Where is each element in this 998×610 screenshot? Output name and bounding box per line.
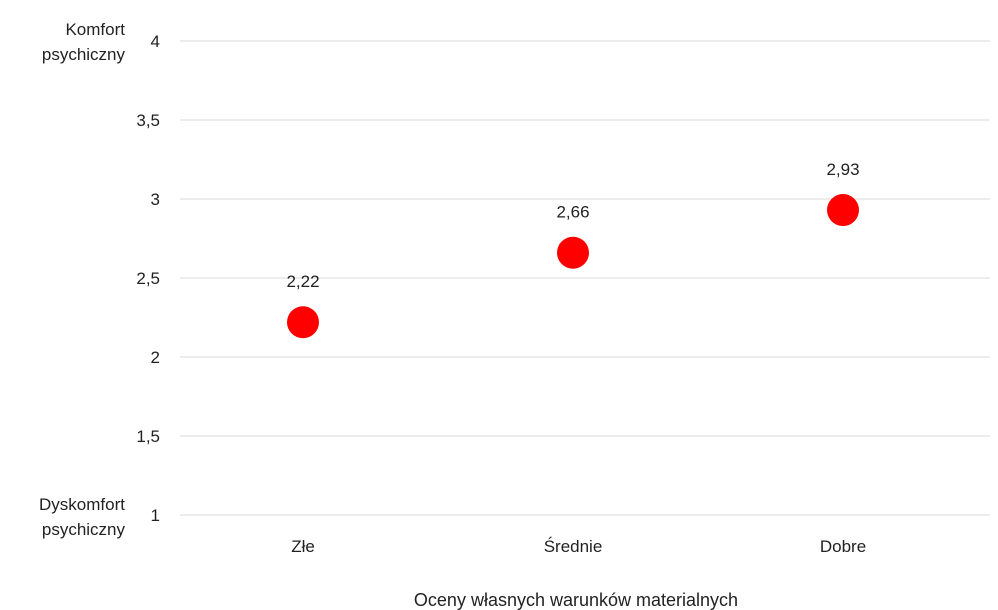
data-point <box>557 236 589 269</box>
data-label: 2,93 <box>826 160 859 179</box>
data-point <box>287 306 319 339</box>
data-label: 2,22 <box>286 272 319 291</box>
y-tick-label: 3,5 <box>136 111 160 130</box>
y-top-label-line-2: psychiczny <box>42 45 126 64</box>
y-bottom-label-line-1: Dyskomfort <box>39 495 125 514</box>
y-tick-label: 2 <box>151 348 160 367</box>
data-points <box>287 194 859 339</box>
y-tick-label: 2,5 <box>136 269 160 288</box>
y-tick-label: 3 <box>151 190 160 209</box>
data-point <box>827 194 859 227</box>
y-tick-label: 4 <box>151 32 160 51</box>
y-tick-label: 1 <box>151 506 160 525</box>
y-tick-label: 1,5 <box>136 427 160 446</box>
x-axis-title: Oceny własnych warunków materialnych <box>414 590 738 610</box>
gridlines <box>180 40 990 516</box>
data-label: 2,66 <box>556 203 589 222</box>
x-category-labels: Złe Średnie Dobre <box>291 537 866 556</box>
y-bottom-label-line-2: psychiczny <box>42 520 126 539</box>
x-category-label: Złe <box>291 537 315 556</box>
x-category-label: Dobre <box>820 537 866 556</box>
data-labels: 2,22 2,66 2,93 <box>286 160 859 291</box>
x-category-label: Średnie <box>544 537 603 556</box>
y-top-label-line-1: Komfort <box>65 20 125 39</box>
y-tick-labels: 1 1,5 2 2,5 3 3,5 4 <box>136 32 160 525</box>
